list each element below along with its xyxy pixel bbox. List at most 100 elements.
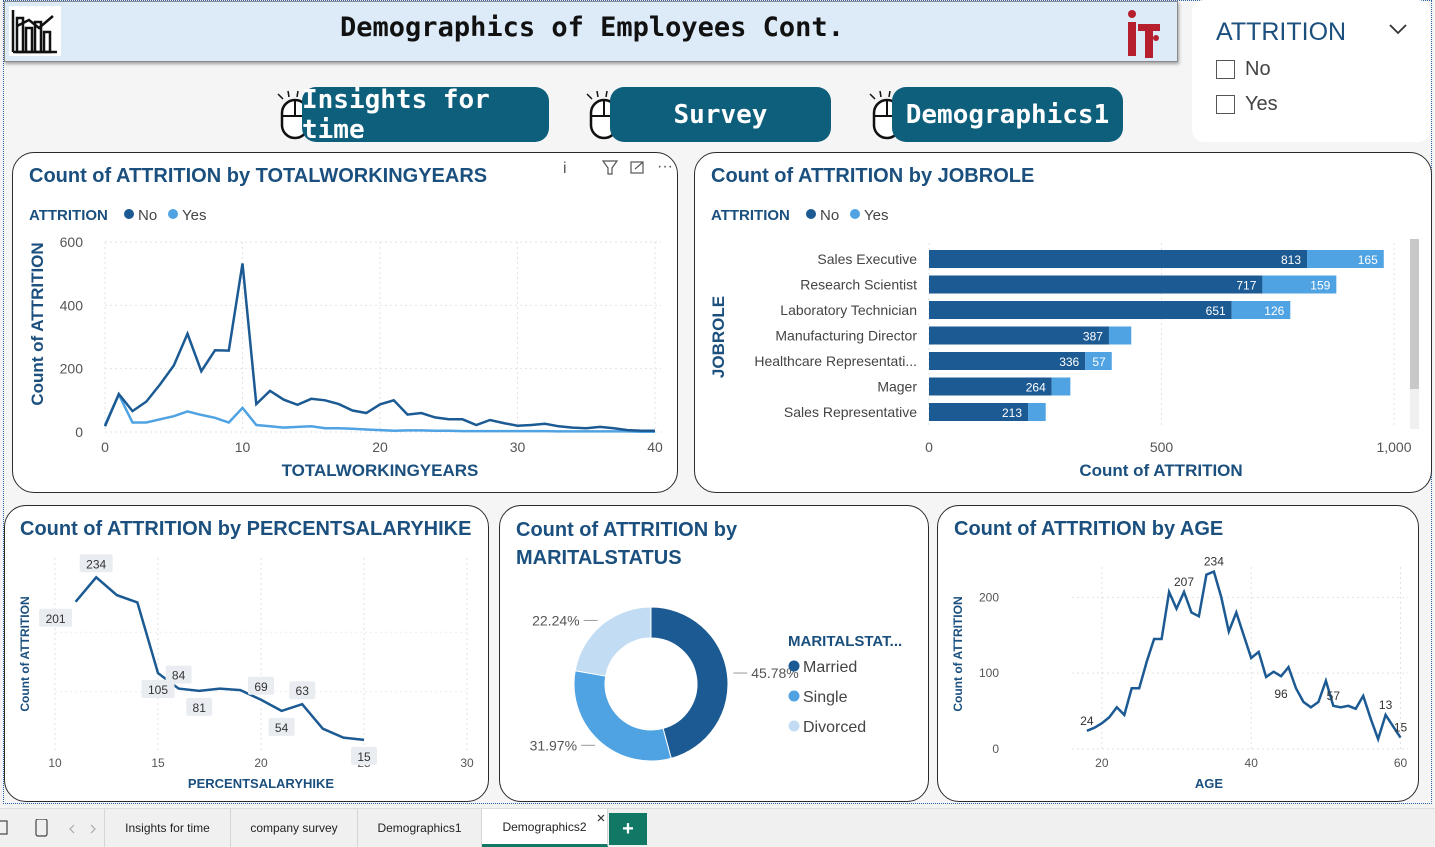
desktop-layout-icon[interactable]: [0, 820, 8, 835]
data-label: 201: [46, 612, 66, 626]
x-tick-label: 30: [460, 756, 474, 770]
legend-title: ATTRITION: [29, 207, 108, 224]
chart-card-maritalstatus: Count of ATTRITION by MARITALSTATUS 45.7…: [499, 505, 929, 802]
x-tick-label: 60: [1394, 756, 1408, 770]
data-label-bg: [165, 665, 192, 684]
data-label-no: 387: [1083, 330, 1103, 344]
data-label-yes: 165: [1358, 253, 1378, 267]
legend-label-no: No: [138, 207, 157, 224]
data-label: 63: [296, 684, 310, 698]
bar-yes[interactable]: [1108, 326, 1132, 345]
more-options-icon[interactable]: ···: [657, 158, 673, 175]
bar-no[interactable]: [929, 403, 1029, 421]
slice-label: 22.24%: [532, 612, 579, 628]
x-tick-label: 10: [235, 439, 251, 455]
x-tick-label: 10: [48, 756, 62, 770]
checkbox[interactable]: [1216, 95, 1235, 114]
bar-yes[interactable]: [1028, 403, 1046, 421]
data-label-bg: [289, 681, 316, 700]
slicer-option-yes[interactable]: Yes: [1216, 93, 1278, 116]
tab-company-survey[interactable]: company survey: [231, 809, 358, 847]
data-label-bg: [79, 554, 113, 573]
bar-no[interactable]: [929, 275, 1263, 294]
legend-marker-yes: [168, 209, 178, 219]
legend-label: Divorced: [803, 719, 866, 736]
add-page-button[interactable]: +: [609, 813, 647, 845]
donut-slice-divorced[interactable]: [574, 606, 652, 677]
data-label-bg: [268, 717, 295, 736]
data-label: 54: [275, 721, 289, 735]
data-label: 57: [1327, 689, 1341, 703]
x-tick-label: 500: [1150, 439, 1174, 455]
y-tick-label: 200: [60, 361, 84, 377]
scroll-left-icon[interactable]: [69, 824, 75, 834]
data-label-yes: 126: [1264, 304, 1284, 318]
chevron-down-icon[interactable]: [1388, 22, 1408, 36]
title-banner: Demographics of Employees Cont.: [4, 1, 1178, 62]
scroll-right-icon[interactable]: [90, 824, 96, 834]
data-label: 81: [193, 701, 207, 715]
series-line-yes: [103, 391, 655, 433]
category-label: Sales Representative: [784, 404, 917, 420]
y-tick-label: 0: [75, 424, 83, 440]
scrollbar-thumb[interactable]: [1410, 239, 1419, 389]
data-label-bg: [141, 680, 175, 699]
bar-no[interactable]: [929, 250, 1308, 268]
bar-yes[interactable]: [1307, 250, 1384, 268]
filter-icon[interactable]: [601, 160, 619, 175]
x-tick-label: 15: [151, 756, 165, 770]
chart-title: Count of ATTRITION by PERCENTSALARYHIKE: [20, 518, 472, 540]
bar-no[interactable]: [929, 352, 1086, 370]
bar-yes[interactable]: [1085, 352, 1112, 370]
bar-no[interactable]: [929, 377, 1052, 396]
bar-yes[interactable]: [1051, 377, 1071, 396]
donut-slice-married[interactable]: [650, 606, 729, 759]
slice-label: 45.78%: [751, 665, 798, 681]
data-label-no: 651: [1206, 304, 1226, 318]
data-label: 96: [1274, 687, 1288, 701]
bar-no[interactable]: [929, 326, 1109, 345]
slicer-option-label: No: [1245, 58, 1271, 80]
bar-yes[interactable]: [1262, 275, 1337, 294]
close-tab-icon[interactable]: [596, 813, 606, 823]
chart-title: Count of ATTRITION by MARITALSTATUS: [516, 519, 738, 569]
tab-insights-for-time[interactable]: Insights for time: [104, 809, 231, 847]
data-label-bg: [248, 676, 274, 695]
legend-marker-no: [124, 209, 134, 219]
x-axis-title: TOTALWORKINGYEARS: [282, 461, 479, 480]
mobile-layout-icon[interactable]: [35, 819, 48, 837]
tab-demographics1[interactable]: Demographics1: [358, 809, 482, 847]
category-label: Manufacturing Director: [775, 328, 917, 344]
bar-yes[interactable]: [1231, 301, 1291, 319]
legend-label-yes: Yes: [864, 207, 888, 224]
category-label: Sales Executive: [817, 251, 917, 267]
y-tick-label: 600: [60, 234, 84, 250]
tab-demographics2[interactable]: Demographics2: [482, 809, 608, 847]
slicer-option-no[interactable]: No: [1216, 58, 1271, 81]
data-label: 105: [148, 683, 168, 697]
data-label-yes: 159: [1310, 279, 1330, 293]
page-title: Demographics of Employees Cont.: [340, 12, 844, 43]
data-label-bg: [351, 746, 377, 765]
legend-marker-no: [806, 209, 816, 219]
info-icon[interactable]: i: [563, 160, 567, 177]
y-axis-title: Count of ATTRITION: [28, 242, 47, 405]
category-label: Healthcare Representati...: [754, 353, 917, 369]
survey-button[interactable]: Survey: [610, 87, 831, 142]
x-axis-title: AGE: [1195, 776, 1224, 791]
focus-mode-icon[interactable]: [630, 161, 644, 174]
insights-for-time-button[interactable]: Insights for time: [302, 85, 549, 145]
y-tick-label: 200: [979, 590, 999, 604]
checkbox[interactable]: [1216, 60, 1235, 79]
series-line: [74, 575, 365, 742]
series-line-no: [103, 263, 655, 432]
chart-card-age: Count of ATTRITION by AGE Count of ATTRI…: [937, 505, 1419, 802]
y-tick-label: 0: [992, 742, 999, 756]
category-label: Mager: [877, 379, 917, 395]
data-label-no: 213: [1002, 406, 1022, 420]
demographics1-button[interactable]: Demographics1: [892, 87, 1123, 142]
donut-slice-single[interactable]: [573, 670, 672, 762]
bar-no[interactable]: [929, 301, 1232, 319]
data-label: 15: [1394, 721, 1408, 735]
category-label: Laboratory Technician: [780, 302, 917, 318]
